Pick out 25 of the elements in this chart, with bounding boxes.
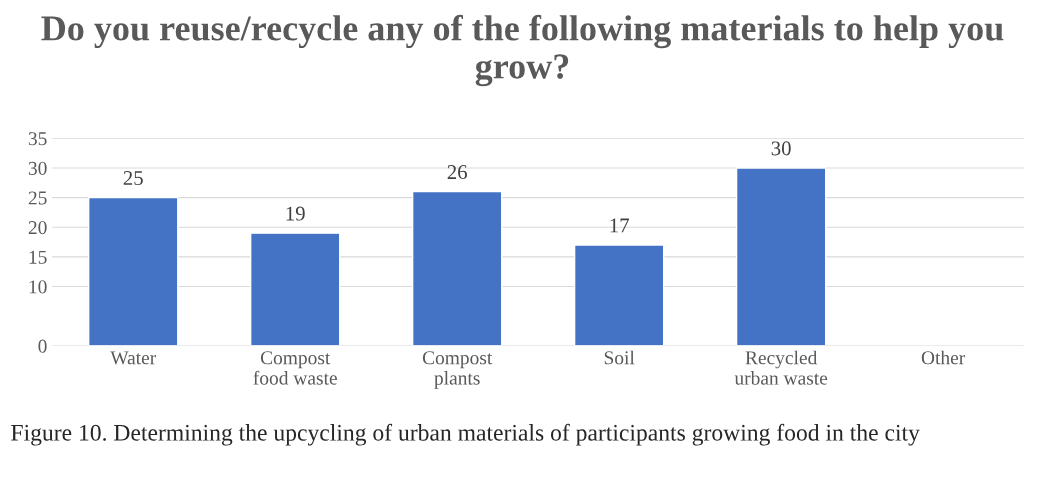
y-tick-label: 20 — [28, 221, 47, 235]
y-tick-label: 30 — [28, 161, 47, 175]
x-tick-label: Water — [110, 351, 157, 365]
x-tick-label: Soil — [604, 350, 635, 365]
chart-title: Do you reuse/recycle any of the following materials to help you grow? — [41, 14, 1004, 87]
bar — [87, 196, 179, 346]
x-tick-label: Compost food waste — [253, 351, 337, 385]
caption: Figure 10. Determining the upcycling of urban materials of participants growing food in the city — [11, 423, 920, 446]
data-label: 25 — [123, 171, 143, 186]
y-tick-label: 15 — [29, 250, 47, 264]
y-tick-label: 25 — [28, 191, 47, 205]
y-tick-label: 35 — [28, 132, 47, 146]
bar — [411, 190, 503, 346]
x-tick-label: Compost plants — [422, 351, 493, 389]
y-tick-label: 0 — [38, 339, 47, 353]
bar — [249, 232, 341, 346]
y-tick-label: 10 — [29, 280, 47, 294]
data-label: 26 — [447, 165, 467, 180]
x-tick-label: Recycled urban waste — [734, 350, 828, 385]
x-tick-label: Other — [921, 350, 966, 365]
bar — [735, 167, 827, 346]
data-label: 30 — [771, 141, 791, 156]
data-label: 17 — [610, 218, 629, 233]
bar — [573, 244, 665, 346]
data-label: 19 — [286, 206, 305, 221]
